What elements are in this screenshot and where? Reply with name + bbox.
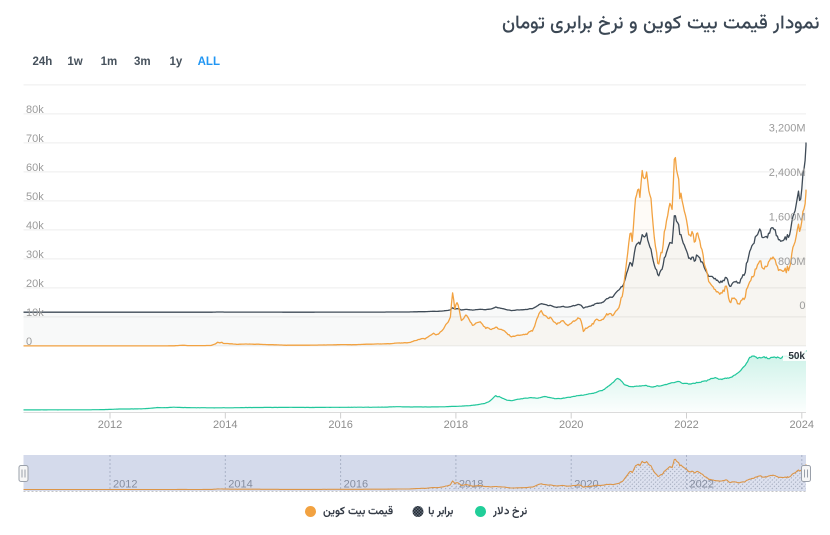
svg-text:50k: 50k [788, 351, 805, 362]
svg-text:2016: 2016 [328, 419, 352, 431]
svg-text:2016: 2016 [344, 479, 368, 491]
svg-text:10k: 10k [26, 307, 44, 319]
svg-text:2012: 2012 [98, 419, 122, 431]
svg-text:60k: 60k [26, 162, 44, 174]
svg-text:2014: 2014 [228, 479, 252, 491]
svg-text:0: 0 [26, 336, 32, 348]
svg-text:2,400M: 2,400M [769, 167, 806, 179]
svg-text:2014: 2014 [213, 419, 237, 431]
svg-text:2012: 2012 [113, 479, 137, 491]
svg-text:2022: 2022 [674, 419, 698, 431]
svg-text:20k: 20k [26, 278, 44, 290]
svg-text:2024: 2024 [790, 419, 814, 431]
svg-text:2018: 2018 [459, 479, 483, 491]
svg-text:2018: 2018 [444, 419, 468, 431]
svg-text:70k: 70k [26, 133, 44, 145]
svg-text:1,600M: 1,600M [769, 211, 806, 223]
svg-text:40k: 40k [26, 220, 44, 232]
svg-text:2020: 2020 [559, 419, 583, 431]
svg-text:800M: 800M [778, 256, 806, 268]
svg-text:30k: 30k [26, 249, 44, 261]
svg-text:0: 0 [799, 300, 805, 312]
svg-text:2020: 2020 [574, 479, 598, 491]
svg-text:50k: 50k [26, 191, 44, 203]
svg-text:2022: 2022 [690, 479, 714, 491]
svg-text:80k: 80k [26, 104, 44, 116]
svg-text:3,200M: 3,200M [769, 123, 806, 135]
